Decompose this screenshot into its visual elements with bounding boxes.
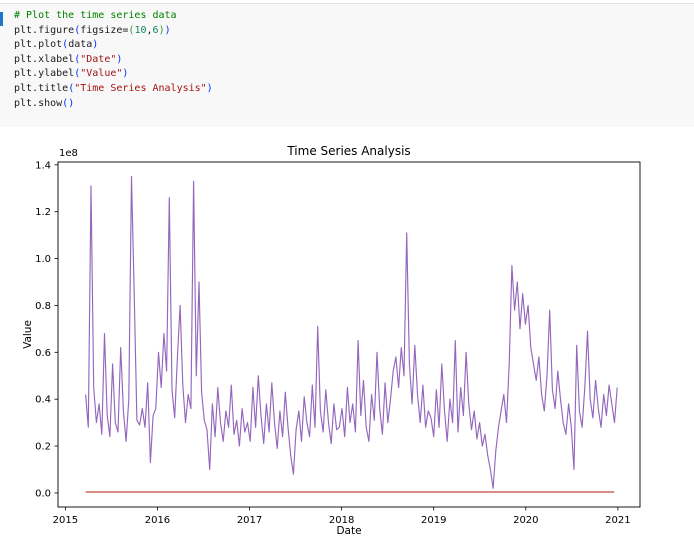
notebook-code-cell[interactable]: # Plot the time series data plt.figure(fi… — [0, 3, 694, 127]
code-line: plt.show() — [14, 97, 75, 109]
y-axis-offset-text: 1e8 — [59, 148, 78, 159]
code-line: plt.title("Time Series Analysis") — [14, 82, 213, 94]
axes-box — [57, 161, 641, 508]
y-axis-label: Value — [22, 320, 34, 349]
y-tick-label: 1.2 — [35, 207, 51, 218]
plot-output-area: 2015 2016 2017 2018 2019 2020 2021 0.0 0.2 0.4 0.6… — [0, 127, 694, 545]
code-line: plt.xlabel("Date") — [14, 53, 123, 65]
code-line: plt.plot(data) — [14, 39, 99, 51]
x-tick-label: 2015 — [53, 515, 78, 526]
y-tick-label: 0.2 — [35, 442, 51, 453]
plot-title: Time Series Analysis — [286, 144, 410, 158]
code-editor[interactable]: # Plot the time series data plt.figure(fi… — [14, 9, 686, 111]
code-line: # Plot the time series data — [14, 10, 177, 21]
y-tick-label: 0.6 — [35, 348, 51, 359]
x-tick-label: 2019 — [421, 515, 446, 526]
x-axis-label: Date — [336, 525, 361, 537]
y-tick-label: 0.4 — [35, 395, 51, 406]
x-tick-label: 2016 — [145, 515, 170, 526]
y-tick-label: 1.0 — [35, 254, 51, 265]
series-line-volume-series — [85, 175, 618, 489]
x-tick-label: 2017 — [237, 515, 262, 526]
y-tick-label: 0.0 — [35, 488, 51, 499]
chart-figure: 2015 2016 2017 2018 2019 2020 2021 0.0 0.2 0.4 0.6… — [22, 144, 641, 537]
x-tick-label: 2018 — [329, 515, 354, 526]
x-tick-label: 2020 — [513, 515, 538, 526]
code-line: plt.figure(figsize=(10,6)) — [14, 24, 171, 36]
code-line: plt.ylabel("Value") — [14, 68, 129, 80]
y-tick-label: 1.4 — [35, 160, 51, 171]
cell-focus-indicator — [0, 12, 3, 26]
x-tick-label: 2021 — [605, 515, 630, 526]
y-tick-label: 0.8 — [35, 301, 51, 312]
